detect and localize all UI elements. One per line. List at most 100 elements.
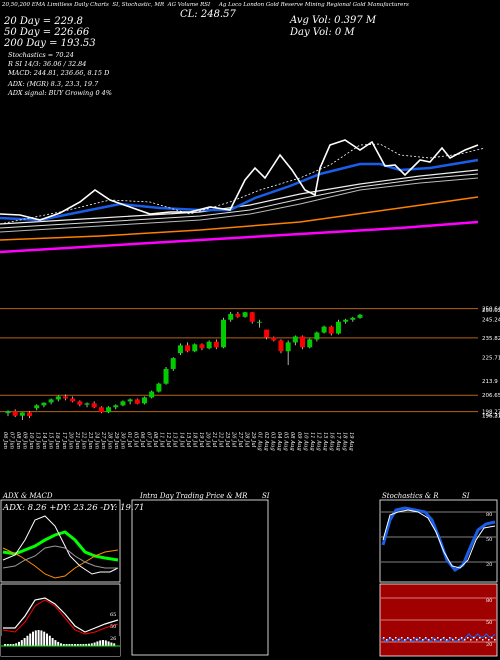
date-tick-label: 01 Jul [126,432,132,448]
macd-histogram-bar [37,630,40,646]
macd-label: MACD: 244.81, 236.66, 8.15 D [8,69,110,77]
macd-histogram-bar [4,644,6,646]
date-tick-label: 27 Jun [100,431,106,449]
candle-body [242,312,248,317]
magenta-line [0,220,479,254]
candle-body [84,403,90,405]
candle-body [149,391,155,398]
si-dot [467,637,469,639]
si-dot [425,637,427,639]
candle-body [98,407,104,413]
candle-body [48,399,54,403]
date-tick-label: 17 Jun [61,432,67,449]
si-dot [416,639,418,641]
si-dot [473,637,475,639]
date-tick-label: 26 Jul [231,431,237,448]
macd-histogram-bar [29,633,32,646]
macd-histogram-bar [79,644,82,646]
date-tick-label: 16 Aug [328,432,334,451]
adx-white-line [2,515,119,575]
date-tick-label: 12 Aug [315,432,321,451]
date-tick-label: 11 Jul [159,432,165,448]
date-tick-label: 01 Aug [257,432,263,451]
price-level-label: 198.27 [482,410,500,416]
si-dot [407,637,409,639]
si-dot [428,639,430,641]
macd-histogram-bar [88,643,90,646]
intraday-title: Intra Day Trading Price & MR [140,492,248,500]
si-dot [455,637,457,639]
candle-body [192,344,198,352]
candle-body [278,340,284,352]
candle-body [19,412,25,416]
si-dot [461,637,463,639]
ema50-line-c [0,169,479,225]
candle-body [41,402,47,406]
macd-signal-line [2,599,119,635]
stochastics-blue-line [381,506,496,572]
si-dot [452,639,454,641]
adx-label: ADX: (MGR) 8.3, 23.3, 19.7 [8,80,99,88]
macd-level-label: 26 [110,636,116,642]
price-level-label: 225.71 [482,356,500,362]
date-tick-label: 22 Jun [80,431,86,449]
si-dot [476,639,478,641]
price-level-label: 245.24 [482,317,500,323]
candle-body [328,326,334,334]
stoch-level-label: 20 [486,562,492,568]
candle-body [321,326,327,333]
date-tick-label: 12 Jul [165,432,171,448]
candle-body [357,314,363,318]
ema50-line-a [0,177,479,233]
candle-body [34,405,40,409]
si-dot [404,639,406,641]
candle-body [5,411,11,414]
macd-histogram-bar [90,643,93,646]
macd-histogram-bar [65,644,68,646]
candle-body [300,336,306,348]
macd-histogram-bar [34,630,37,646]
candle-body [335,321,341,334]
si-dot [434,639,436,641]
si-dot [392,639,394,641]
candle-body [271,337,277,341]
si-dot [398,639,400,641]
date-tick-label: 30 Jun [120,432,126,449]
ema50-line-b [0,173,479,229]
date-tick-label: 05 Jul [133,432,139,448]
adx-orange-line [2,547,119,579]
macd-histogram-bar [82,644,85,646]
si-blue-line [381,633,496,642]
si-dot [410,639,412,641]
candle-body [213,341,219,348]
si-dot [383,637,385,639]
si-dot [413,637,415,639]
intraday-panel [131,499,269,656]
close-price-label: CL: 248.57 [180,9,236,20]
stochastics-panel [379,499,498,583]
macd-histogram-bar [40,630,43,646]
candle-body [350,317,356,320]
candle-body [199,344,205,349]
date-tick-label: 14 Jun [41,432,47,449]
price-level-label: 213.9 [482,379,498,385]
macd-histogram-bar [93,642,96,646]
macd-line [3,597,119,633]
price-level-label: 206.65 [482,393,500,399]
macd-histogram-bar [51,638,54,646]
date-tick-label: 06 Jun [2,432,8,449]
adx-values: ADX: 8.26 +DY: 23.26 -DY: 19.71 [3,503,145,513]
si-dot [395,637,397,639]
date-tick-label: 28 Jul [244,431,250,448]
candle-body [70,398,76,402]
date-tick-label: 15 Aug [322,432,328,451]
macd-histogram-bar [23,638,26,646]
date-tick-label: 07 Jun [9,432,15,449]
si-dot [482,639,484,641]
price-level-label: 235.82 [482,336,500,342]
si-dot [437,637,439,639]
macd-histogram-bar [57,641,60,646]
date-tick-label: 06 Jul [139,432,145,448]
